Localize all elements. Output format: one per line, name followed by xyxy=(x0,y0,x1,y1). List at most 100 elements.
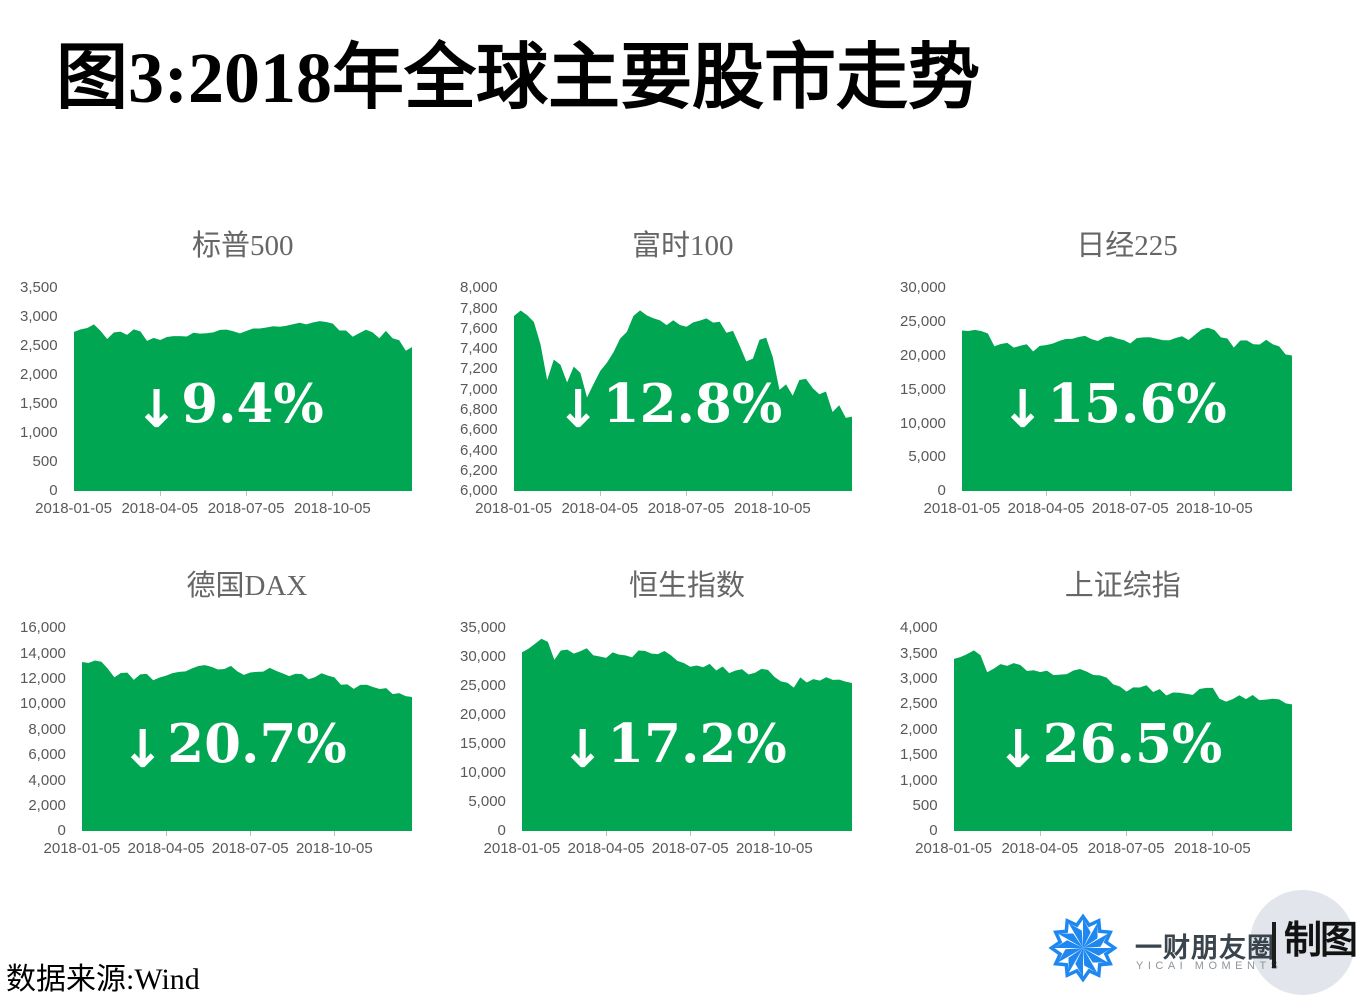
area-series xyxy=(953,650,1292,832)
x-tick-mark xyxy=(332,491,334,497)
y-tick-label: 6,000 xyxy=(28,746,66,764)
chart-body: 3,500 3,000 2,500 2,000 1,500 1,000 500 0 标普500… xyxy=(20,228,460,521)
x-tick-label: 2018-04-05 xyxy=(121,500,199,518)
y-tick-label: 7,800 xyxy=(460,299,498,317)
y-tick-label: 7,600 xyxy=(460,319,498,337)
x-axis-labels: 2018-01-05 2018-04-05 2018-07-05 2018-10-05 xyxy=(44,831,412,861)
plot-column: 上证综指 ↓ 26.5% 2018-01-05 2018-04-05 2018-07… xyxy=(915,568,1340,861)
x-tick-label: 2018-01-05 xyxy=(475,500,552,518)
x-tick-label: 2018-07-05 xyxy=(1087,840,1165,858)
x-tick-label: 2018-10-05 xyxy=(733,500,811,518)
badge-circle xyxy=(1250,890,1355,995)
x-tick-label: 2018-07-05 xyxy=(647,500,725,518)
y-tick-label: 16,000 xyxy=(20,619,66,637)
y-tick-label: 20,000 xyxy=(460,706,506,724)
y-tick-label: 6,600 xyxy=(460,421,498,439)
chart-body: 35,000 30,000 25,000 20,000 15,000 10,000 5,00… xyxy=(460,568,900,861)
y-tick-label: 1,500 xyxy=(900,746,938,764)
subplot-title: 恒生指数 xyxy=(628,570,745,603)
change-value: 12.8% xyxy=(602,372,783,435)
plot-area: ↓ 15.6% xyxy=(961,288,1292,492)
subplot: 16,000 14,000 12,000 10,000 8,000 6,000 4,000 2… xyxy=(20,568,460,861)
y-tick-label: 12,000 xyxy=(20,670,66,688)
chart-body: 16,000 14,000 12,000 10,000 8,000 6,000 4,000 2… xyxy=(20,568,460,861)
charts-grid: 3,500 3,000 2,500 2,000 1,500 1,000 500 0 标普500… xyxy=(20,228,1364,861)
subplot-title: 德国DAX xyxy=(186,570,308,603)
x-tick-mark xyxy=(166,831,168,837)
change-label: ↓ 20.7% xyxy=(121,712,347,780)
x-axis-labels: 2018-01-05 2018-04-05 2018-07-05 2018-10-05 xyxy=(475,491,852,521)
x-tick-mark xyxy=(1046,491,1048,497)
y-tick-label: 8,000 xyxy=(460,279,498,297)
brand-name: 一财朋友圈 xyxy=(1135,933,1275,963)
x-tick-mark xyxy=(1130,491,1132,497)
y-tick-label: 25,000 xyxy=(900,313,946,331)
subplot: 3,500 3,000 2,500 2,000 1,500 1,000 500 0 标普500… xyxy=(20,228,460,521)
x-tick-label: 2018-01-05 xyxy=(915,840,992,858)
x-tick-label: 2018-10-05 xyxy=(293,500,371,518)
badge-label: 制图 xyxy=(1284,920,1358,962)
down-arrow-icon: ↓ xyxy=(556,380,600,441)
yicai-logo: 一财朋友圈 YICAI MOMENTS 制图 xyxy=(1020,880,1358,1002)
y-tick-label: 1,000 xyxy=(20,424,58,442)
change-value: 17.2% xyxy=(607,712,787,775)
x-tick-label: 2018-04-05 xyxy=(1007,500,1085,518)
y-tick-label: 25,000 xyxy=(460,677,506,695)
brand-subtitle: YICAI MOMENTS xyxy=(1136,960,1283,972)
chart-body: 4,000 3,500 3,000 2,500 2,000 1,500 1,000 500 0 … xyxy=(900,568,1340,861)
plot-area: ↓ 12.8% xyxy=(513,288,852,492)
y-tick-label: 0 xyxy=(937,482,946,500)
x-tick-mark xyxy=(1212,831,1214,837)
y-tick-label: 10,000 xyxy=(20,695,66,713)
subplot: 30,000 25,000 20,000 15,000 10,000 5,000 0 日经2… xyxy=(900,228,1340,521)
y-tick-label: 6,200 xyxy=(460,461,498,479)
change-value: 15.6% xyxy=(1047,372,1227,435)
pinwheel-logo-icon xyxy=(1048,913,1118,983)
x-tick-mark xyxy=(690,831,692,837)
y-tick-label: 30,000 xyxy=(900,279,946,297)
y-tick-label: 3,000 xyxy=(20,308,58,326)
x-tick-label: 2018-07-05 xyxy=(651,840,729,858)
x-tick-label: 2018-04-05 xyxy=(127,840,205,858)
down-arrow-icon: ↓ xyxy=(560,720,605,781)
y-tick-label: 8,000 xyxy=(28,720,66,738)
page-title: 图3:2018年全球主要股市走势 xyxy=(56,38,980,118)
y-tick-label: 14,000 xyxy=(20,644,66,662)
logo-divider xyxy=(1272,922,1276,968)
x-tick-mark xyxy=(250,831,252,837)
change-label: ↓ 26.5% xyxy=(996,713,1222,780)
x-tick-mark xyxy=(1126,831,1128,837)
x-axis-labels: 2018-01-05 2018-04-05 2018-07-05 2018-10-05 xyxy=(484,831,852,861)
y-tick-label: 5,000 xyxy=(468,793,506,811)
x-tick-mark xyxy=(334,831,336,837)
y-tick-label: 500 xyxy=(32,453,58,471)
plot-column: 标普500 ↓ 9.4% 2018-01-05 2018-04-05 2018-07… xyxy=(35,228,460,521)
area-series xyxy=(81,660,412,832)
x-tick-label: 2018-04-05 xyxy=(1001,840,1079,858)
change-label: ↓ 9.4% xyxy=(135,372,324,440)
change-value: 20.7% xyxy=(167,712,347,775)
subplot-title: 标普500 xyxy=(192,230,294,263)
x-tick-mark xyxy=(159,491,161,497)
y-axis-labels: 4,000 3,500 3,000 2,500 2,000 1,500 1,000 500 0 xyxy=(900,568,954,840)
y-tick-label: 15,000 xyxy=(460,735,506,753)
subplot-title: 富时100 xyxy=(632,230,734,263)
y-tick-label: 7,000 xyxy=(460,380,498,398)
plot-area: ↓ 20.7% xyxy=(81,628,412,832)
area-series xyxy=(513,310,852,492)
change-value: 9.4% xyxy=(181,372,324,435)
x-tick-label: 2018-04-05 xyxy=(561,500,639,518)
down-arrow-icon: ↓ xyxy=(996,720,1040,781)
y-tick-label: 2,500 xyxy=(20,337,58,355)
y-tick-label: 20,000 xyxy=(900,346,946,364)
data-source-label: 数据来源:Wind xyxy=(6,963,200,996)
x-tick-label: 2018-01-05 xyxy=(35,500,112,518)
subplot-title: 上证综指 xyxy=(1064,570,1181,603)
x-tick-mark xyxy=(774,831,776,837)
x-tick-label: 2018-01-05 xyxy=(923,500,1001,518)
x-tick-label: 2018-07-05 xyxy=(207,500,285,518)
x-tick-mark xyxy=(1039,831,1041,837)
y-axis-labels: 35,000 30,000 25,000 20,000 15,000 10,000 5,00… xyxy=(460,568,522,840)
x-tick-label: 2018-01-05 xyxy=(483,840,561,858)
